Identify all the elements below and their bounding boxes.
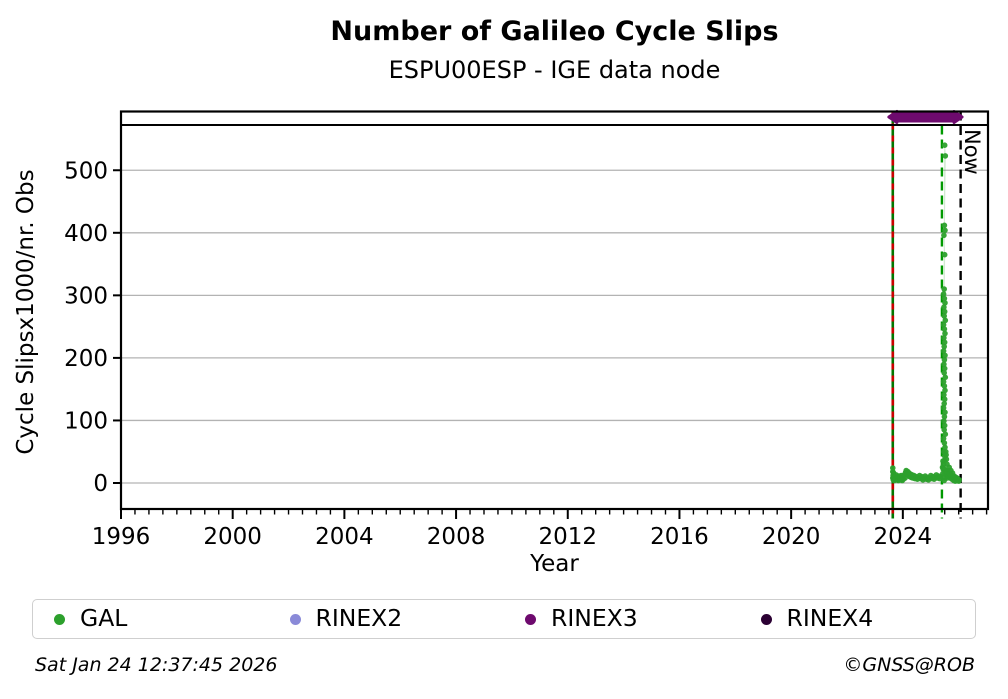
legend-item-rinex3: RINEX3 (504, 607, 740, 631)
legend: GAL RINEX2 RINEX3 RINEX4 (32, 599, 976, 639)
data-point (941, 365, 948, 372)
data-point (942, 153, 949, 159)
data-point (941, 413, 948, 420)
legend-label: RINEX3 (551, 604, 638, 633)
data-point (941, 370, 947, 376)
data-point (941, 286, 947, 292)
data-point (940, 321, 947, 328)
legend-label: GAL (80, 604, 128, 633)
data-point (940, 405, 947, 411)
x-tick-label: 2016 (650, 524, 709, 550)
x-tick-label: 2012 (538, 524, 597, 550)
rinex2-marker-icon (289, 613, 301, 625)
rinex3-marker-icon (525, 613, 536, 625)
data-point (941, 400, 947, 407)
data-point (941, 308, 948, 315)
data-point (942, 227, 948, 234)
data-point (941, 304, 947, 311)
data-point (942, 409, 948, 416)
data-point (940, 435, 947, 442)
data-point (942, 330, 948, 337)
gal-marker-icon (54, 613, 65, 625)
y-tick-label: 100 (64, 408, 108, 434)
data-point (941, 295, 948, 302)
data-point (941, 222, 948, 229)
copyright: ©GNSS@ROB (843, 654, 975, 676)
data-point (943, 456, 950, 463)
data-point (940, 378, 947, 385)
data-point (956, 477, 962, 483)
availability-bar (887, 110, 964, 124)
data-point (941, 251, 948, 258)
data-point (941, 339, 948, 346)
chart-title: Number of Galileo Cycle Slips (330, 16, 779, 47)
data-point (942, 317, 949, 324)
data-point (942, 374, 949, 381)
x-axis-label: Year (530, 551, 579, 577)
y-tick-label: 400 (64, 221, 108, 247)
data-point (941, 427, 947, 433)
y-tick-label: 500 (64, 158, 108, 184)
x-tick-label: 1996 (92, 524, 151, 550)
data-point (941, 383, 948, 389)
y-tick-label: 200 (64, 346, 108, 372)
timestamp: Sat Jan 24 12:37:45 2026 (35, 654, 278, 676)
data-point (941, 440, 948, 446)
data-point (941, 142, 948, 148)
legend-item-rinex2: RINEX2 (269, 607, 505, 631)
x-tick-label: 2024 (874, 524, 933, 550)
data-point (943, 452, 949, 458)
data-point (942, 431, 949, 438)
legend-item-gal: GAL (33, 607, 269, 631)
y-axis-label: Cycle Slipsx1000/nr. Obs (13, 169, 39, 455)
x-tick-label: 2004 (315, 524, 374, 550)
data-point (941, 396, 948, 403)
data-point (942, 300, 948, 306)
legend-label: RINEX2 (315, 604, 403, 633)
series-line (892, 145, 960, 483)
data-point (942, 352, 948, 359)
y-tick-label: 0 (93, 471, 108, 497)
x-tick-label: 2000 (203, 524, 262, 550)
data-point (941, 313, 947, 319)
y-tick-label: 300 (64, 283, 108, 309)
plot-frame (119, 110, 990, 511)
data-point (941, 422, 948, 429)
data-point (942, 387, 948, 394)
chart-subtitle: ESPU00ESP - IGE data node (388, 56, 721, 84)
data-point (941, 392, 947, 398)
legend-item-rinex4: RINEX4 (740, 607, 976, 631)
data-point (940, 291, 947, 297)
data-point (942, 444, 948, 451)
data-point (941, 326, 948, 332)
now-label: Now (960, 129, 984, 175)
x-tick-label: 2008 (427, 524, 486, 550)
legend-label: RINEX4 (786, 604, 874, 633)
x-tick-label: 2020 (762, 524, 821, 550)
data-point (941, 232, 947, 239)
data-point (941, 343, 947, 350)
data-point (940, 348, 947, 354)
data-point (941, 418, 947, 424)
rinex4-marker-icon (760, 613, 772, 625)
data-point (941, 361, 947, 368)
data-point (941, 357, 948, 363)
data-point (941, 335, 947, 341)
